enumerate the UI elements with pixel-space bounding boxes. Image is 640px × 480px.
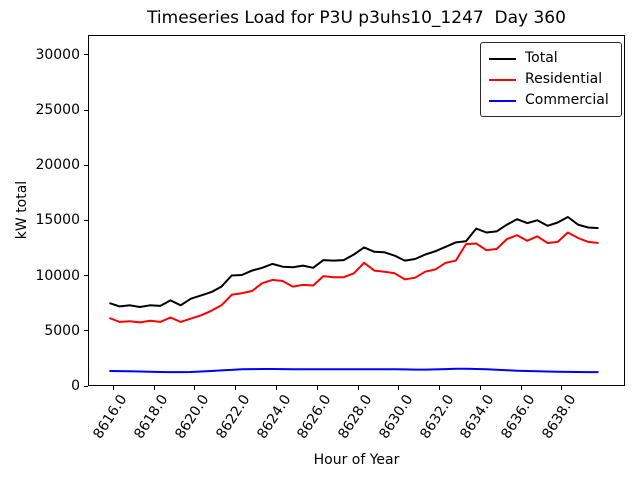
- y-tick-label: 0: [71, 378, 80, 394]
- x-tick-mark: [316, 386, 318, 390]
- y-tick-mark: [84, 219, 88, 221]
- x-tick-label: 8630.0: [376, 392, 417, 442]
- legend-line-swatch: [489, 99, 516, 102]
- x-tick-label: 8620.0: [172, 392, 213, 442]
- x-tick-label: 8626.0: [294, 392, 335, 442]
- legend-item-commercial: Commercial: [489, 90, 613, 111]
- series-line-total: [109, 216, 599, 308]
- x-tick-mark: [479, 386, 481, 390]
- x-tick-mark: [520, 386, 522, 390]
- x-tick-mark: [561, 386, 563, 390]
- x-tick-label: 8638.0: [539, 392, 580, 442]
- y-tick-mark: [84, 109, 88, 111]
- y-tick-label: 20000: [35, 157, 80, 174]
- y-tick-label: 10000: [35, 267, 80, 284]
- x-tick-label: 8616.0: [90, 392, 131, 442]
- x-tick-label: 8622.0: [213, 392, 254, 442]
- x-tick-mark: [112, 386, 114, 390]
- chart-title: Timeseries Load for P3U p3uhs10_1247 Day…: [147, 8, 566, 28]
- x-tick-mark: [153, 386, 155, 390]
- legend-line-swatch: [489, 78, 516, 81]
- y-tick-label: 5000: [44, 322, 80, 339]
- x-tick-mark: [439, 386, 441, 390]
- y-tick-mark: [84, 330, 88, 332]
- y-axis-label: kW total: [14, 180, 30, 240]
- y-tick-label: 30000: [35, 46, 80, 63]
- series-line-residential: [109, 231, 599, 324]
- x-tick-label: 8628.0: [335, 392, 376, 442]
- x-tick-mark: [357, 386, 359, 390]
- legend-item-total: Total: [489, 48, 613, 69]
- y-tick-label: 25000: [35, 102, 80, 119]
- legend: Total Residential Commercial: [480, 42, 622, 117]
- x-tick-mark: [235, 386, 237, 390]
- x-tick-label: 8634.0: [457, 392, 498, 442]
- y-tick-mark: [84, 385, 88, 387]
- x-tick-mark: [194, 386, 196, 390]
- y-tick-label: 15000: [35, 212, 80, 229]
- x-tick-label: 8624.0: [253, 392, 294, 442]
- legend-item-label: Residential: [525, 71, 603, 87]
- x-axis-label: Hour of Year: [313, 452, 400, 468]
- legend-item-label: Total: [525, 50, 558, 66]
- y-tick-mark: [84, 275, 88, 277]
- y-tick-mark: [84, 54, 88, 56]
- legend-item-residential: Residential: [489, 69, 613, 90]
- x-tick-mark: [398, 386, 400, 390]
- legend-line-swatch: [489, 57, 516, 60]
- x-tick-mark: [276, 386, 277, 390]
- x-tick-label: 8618.0: [131, 392, 172, 442]
- legend-item-label: Commercial: [525, 92, 609, 108]
- chart-canvas: [109, 216, 599, 374]
- y-tick-mark: [84, 164, 88, 166]
- x-tick-label: 8632.0: [416, 392, 457, 442]
- series-line-commercial: [109, 367, 599, 374]
- x-tick-label: 8636.0: [498, 392, 539, 442]
